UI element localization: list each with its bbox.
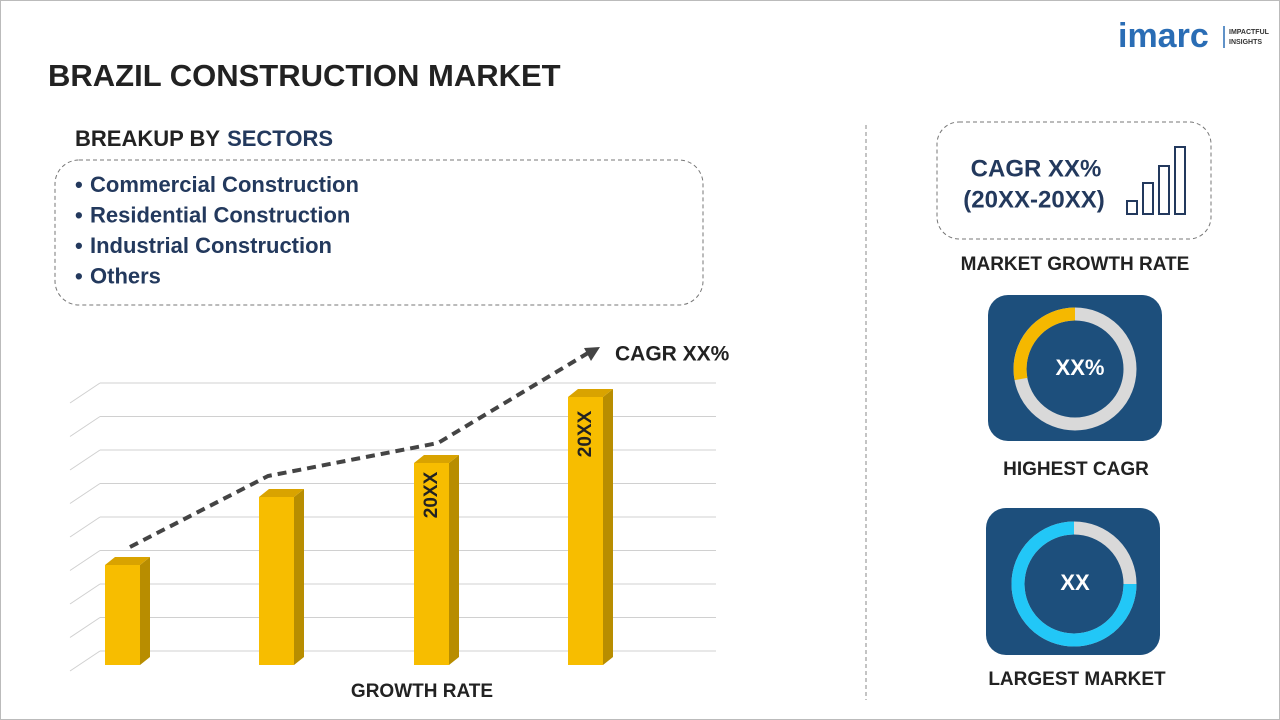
grid-line xyxy=(69,382,101,404)
donut-segment xyxy=(1011,521,1137,647)
grid-line xyxy=(69,449,101,471)
logo-brand: imarc xyxy=(1118,17,1209,55)
cagr-caption: MARKET GROWTH RATE xyxy=(961,254,1190,275)
sector-item: Others xyxy=(90,263,161,288)
bullet: • xyxy=(75,233,83,258)
bar-top xyxy=(105,557,150,565)
bar-front xyxy=(259,497,294,665)
chart-caption: GROWTH RATE xyxy=(351,681,493,702)
bar-side xyxy=(603,389,613,665)
icon-bar xyxy=(1158,165,1170,215)
donut-segment xyxy=(1013,307,1076,381)
largest-value: XX xyxy=(1060,570,1090,595)
grid-line xyxy=(69,550,101,571)
sector-item: Industrial Construction xyxy=(90,233,332,258)
list-box xyxy=(54,159,704,306)
chart-grid xyxy=(69,382,716,672)
bar-top xyxy=(568,389,613,397)
bar-front xyxy=(414,463,449,665)
grid-line xyxy=(69,583,101,605)
icon-bar xyxy=(1174,146,1186,215)
highest-caption: HIGHEST CAGR xyxy=(1003,459,1149,480)
grid-line xyxy=(69,416,101,437)
trend-arrow xyxy=(129,351,590,549)
sector-item: Commercial Construction xyxy=(90,172,359,197)
bar-label: 20XX xyxy=(421,471,442,518)
sector-list: • Commercial Construction • Residential Con… xyxy=(75,172,359,289)
bullet: • xyxy=(75,202,83,227)
bar-front xyxy=(105,565,140,665)
bullet: • xyxy=(75,172,83,197)
icon-bar xyxy=(1126,200,1138,215)
grid-line xyxy=(69,516,101,538)
bar-label: 20XX xyxy=(575,410,596,457)
page-title: BRAZIL CONSTRUCTION MARKET xyxy=(48,58,561,93)
icon-bar xyxy=(1142,182,1154,215)
bar-top xyxy=(414,455,459,463)
arrow-head xyxy=(584,347,600,361)
sector-item: Residential Construction xyxy=(90,202,350,227)
grid-line xyxy=(69,483,101,504)
logo-tagline: IMPACTFUL xyxy=(1229,29,1270,36)
bar-side xyxy=(449,455,459,665)
heading-text: BREAKUP BY xyxy=(75,126,220,151)
logo-tagline: INSIGHTS xyxy=(1229,39,1262,46)
section-heading: BREAKUP BY SECTORS xyxy=(75,126,333,151)
bar-side xyxy=(294,489,304,665)
grid-line xyxy=(69,617,101,638)
highest-value: XX% xyxy=(1056,355,1105,380)
bar-front xyxy=(568,397,603,665)
bullet: • xyxy=(75,263,83,288)
chart-cagr: CAGR XX% xyxy=(615,343,730,366)
bar-side xyxy=(140,557,150,665)
cagr-period: (20XX-20XX) xyxy=(963,186,1104,213)
largest-caption: LARGEST MARKET xyxy=(988,669,1166,690)
cagr-box xyxy=(936,121,1212,240)
chart-bars xyxy=(105,389,613,665)
growth-icon xyxy=(1126,146,1186,215)
heading-highlight: SECTORS xyxy=(227,126,333,151)
bar-top xyxy=(259,489,304,497)
grid-line xyxy=(69,650,101,672)
cagr-value: CAGR XX% xyxy=(971,155,1102,182)
